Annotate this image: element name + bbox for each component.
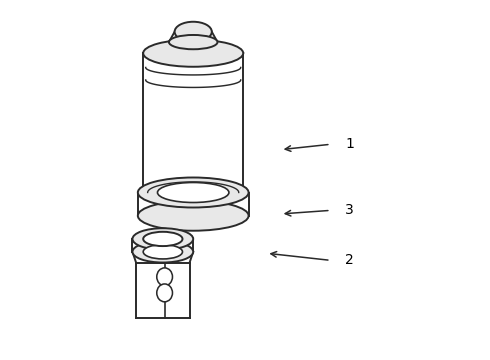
Text: 1: 1 bbox=[345, 137, 354, 151]
Ellipse shape bbox=[174, 22, 212, 42]
Bar bbox=[132, 228, 193, 271]
Ellipse shape bbox=[138, 201, 248, 231]
Ellipse shape bbox=[169, 35, 218, 49]
Ellipse shape bbox=[157, 183, 229, 203]
Ellipse shape bbox=[143, 40, 243, 67]
Ellipse shape bbox=[132, 241, 193, 262]
Ellipse shape bbox=[138, 177, 248, 207]
Text: 2: 2 bbox=[345, 253, 354, 267]
Bar bbox=[143, 53, 243, 193]
Ellipse shape bbox=[143, 232, 182, 246]
Ellipse shape bbox=[143, 245, 182, 259]
Ellipse shape bbox=[157, 268, 172, 286]
Text: 3: 3 bbox=[345, 203, 354, 217]
Bar bbox=[138, 193, 248, 216]
Ellipse shape bbox=[132, 228, 193, 249]
Bar bbox=[136, 252, 190, 318]
Ellipse shape bbox=[157, 284, 172, 302]
